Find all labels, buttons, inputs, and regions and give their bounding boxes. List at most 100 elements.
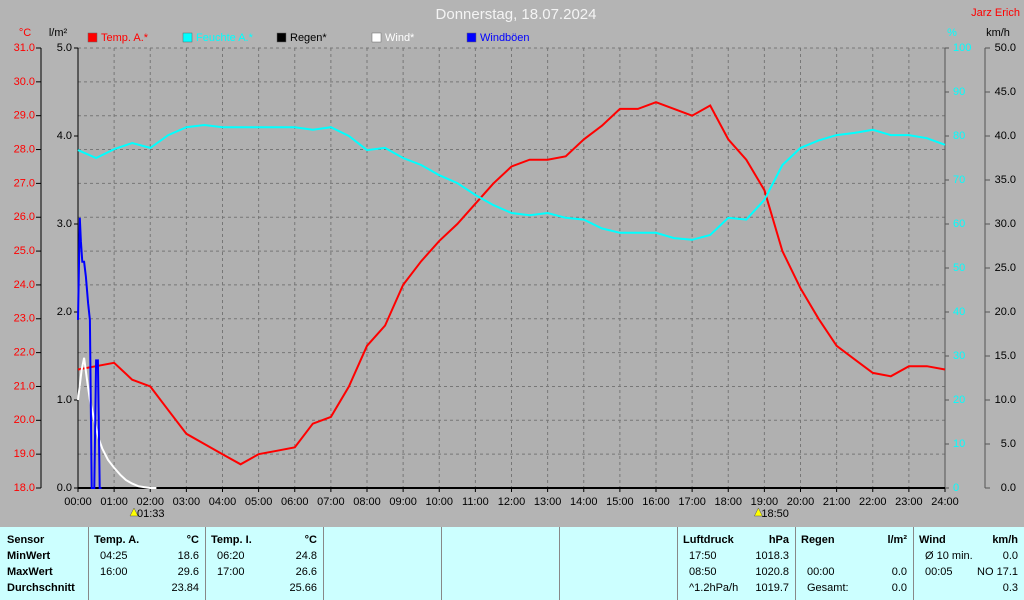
chart: Donnerstag, 18.07.2024 Jarz Erich °C l/m…: [14, 6, 1020, 520]
legend-swatch: [276, 32, 287, 43]
y4-tick-label: 45.0: [995, 86, 1016, 98]
separator: [913, 527, 914, 600]
x-tick-label: 05:00: [245, 496, 273, 508]
legend-label: Windböen: [480, 32, 530, 44]
cell-value: 29.6: [177, 566, 199, 578]
y2-tick-label: 40: [953, 306, 965, 318]
y-tick-label: 28.0: [14, 143, 35, 155]
x-tick-label: 10:00: [425, 496, 453, 508]
y2-tick-label: 60: [953, 218, 965, 230]
x-tick-label: 18:00: [714, 496, 742, 508]
row-label: Durchschnitt: [7, 582, 75, 594]
y-tick-label: 29.0: [14, 110, 35, 122]
x-tick-label: 19:00: [751, 496, 779, 508]
series-line: [77, 123, 946, 241]
x-tick-label: 15:00: [606, 496, 634, 508]
x-tick-label: 02:00: [136, 496, 164, 508]
x-tick-label: 16:00: [642, 496, 670, 508]
section-title: Luftdruck: [683, 534, 734, 546]
separator: [205, 527, 206, 600]
row-label: MaxWert: [7, 566, 53, 578]
y2-tick-label: 70: [953, 174, 965, 186]
cell-label: 17:50: [689, 550, 717, 562]
cell-label: ^1.2hPa/h: [689, 582, 739, 594]
x-tick-label: 01:00: [100, 496, 128, 508]
x-tick-label: 07:00: [317, 496, 345, 508]
chart-title: Donnerstag, 18.07.2024: [436, 6, 597, 23]
y2-axis-label: %: [947, 27, 957, 39]
y-tick-label: 19.0: [14, 448, 35, 460]
legend-label: Temp. A.*: [101, 32, 149, 44]
x-tick-label: 00:00: [64, 496, 92, 508]
section-unit: l/m²: [887, 534, 907, 546]
y4-tick-label: 50.0: [995, 42, 1016, 54]
y4-tick-label: 15.0: [995, 350, 1016, 362]
cell-value: 0.0: [891, 566, 907, 578]
section-title: Temp. A.: [94, 534, 140, 546]
y-tick-label: 30.0: [14, 76, 35, 88]
row-label: Sensor: [7, 534, 45, 546]
y4-tick-label: 10.0: [995, 394, 1016, 406]
y-tick-label: 26.0: [14, 211, 35, 223]
y-tick-label: 23.0: [14, 313, 35, 325]
cell-value: 25.66: [289, 582, 317, 594]
x-tick-label: 23:00: [895, 496, 923, 508]
y-tick-label: 31.0: [14, 42, 35, 54]
y3-tick-label: 1.0: [57, 394, 72, 406]
section-unit: hPa: [768, 534, 789, 546]
y-axis-label: °C: [19, 27, 31, 39]
y2-tick-label: 20: [953, 394, 965, 406]
y2-tick-label: 50: [953, 262, 965, 274]
series-line: [77, 217, 102, 489]
y4-tick-label: 25.0: [995, 262, 1016, 274]
legend-label: Feuchte A.*: [196, 32, 254, 44]
cell-label: 06:20: [217, 550, 245, 562]
y3-axis-label: l/m²: [49, 27, 68, 39]
x-tick-label: 13:00: [534, 496, 562, 508]
cell-label: 16:00: [100, 566, 128, 578]
cell-value: 0.0: [1002, 550, 1018, 562]
section-unit: °C: [186, 534, 199, 546]
cell-value: 23.84: [171, 582, 199, 594]
y-tick-label: 20.0: [14, 414, 35, 426]
x-tick-label: 14:00: [570, 496, 598, 508]
separator: [441, 527, 442, 600]
summary-table: Sensor MinWert MaxWert Durchschnitt Temp. A.…: [0, 527, 1024, 600]
x-tick-label: 06:00: [281, 496, 309, 508]
separator: [795, 527, 796, 600]
y4-tick-label: 20.0: [995, 306, 1016, 318]
annotation-label: 01:33: [137, 508, 165, 520]
legend-label: Regen*: [290, 32, 327, 44]
annotation-icon: [129, 507, 139, 517]
row-label: MinWert: [7, 550, 51, 562]
x-tick-label: 04:00: [209, 496, 237, 508]
y2-tick-label: 100: [953, 42, 971, 54]
y4-axis-label: km/h: [986, 27, 1010, 39]
y3-tick-label: 3.0: [57, 218, 72, 230]
series-line: [77, 101, 946, 466]
author: Jarz Erich: [971, 7, 1020, 19]
y-tick-label: 24.0: [14, 279, 35, 291]
cell-label: 17:00: [217, 566, 245, 578]
cell-label: 08:50: [689, 566, 717, 578]
y-tick-label: 22.0: [14, 347, 35, 359]
legend-label: Wind*: [385, 32, 415, 44]
x-tick-label: 12:00: [498, 496, 526, 508]
separator: [323, 527, 324, 600]
cell-label: 00:05: [925, 566, 953, 578]
cell-value: 26.6: [295, 566, 317, 578]
cell-label: 04:25: [100, 550, 128, 562]
y-tick-label: 21.0: [14, 380, 35, 392]
y2-tick-label: 90: [953, 86, 965, 98]
cell-label: Gesamt:: [807, 582, 849, 594]
section-unit: °C: [304, 534, 317, 546]
separator: [559, 527, 560, 600]
cell-value: NO 17.1: [977, 566, 1018, 578]
y4-tick-label: 30.0: [995, 218, 1016, 230]
y3-tick-label: 2.0: [57, 306, 72, 318]
x-tick-label: 24:00: [931, 496, 959, 508]
legend-swatch: [182, 32, 193, 43]
y2-tick-label: 30: [953, 350, 965, 362]
y2-tick-label: 80: [953, 130, 965, 142]
separator: [88, 527, 89, 600]
